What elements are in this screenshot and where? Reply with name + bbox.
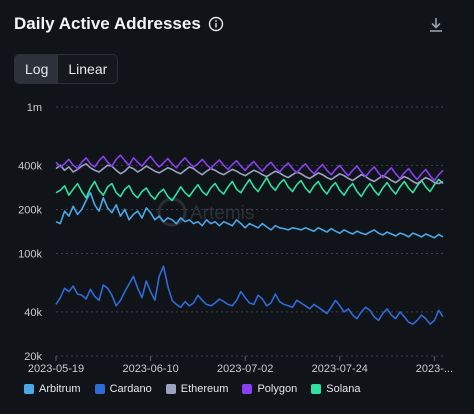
watermark-text: Artemis xyxy=(190,203,254,224)
series-line-ethereum xyxy=(55,163,444,185)
legend-item-solana[interactable]: Solana xyxy=(311,383,361,395)
y-axis: 1m 400k 200k 100k 40k 20k xyxy=(18,102,42,363)
legend-swatch xyxy=(94,384,105,394)
legend-swatch xyxy=(24,384,34,394)
watermark-logo xyxy=(157,197,187,227)
legend-label: Solana xyxy=(326,383,361,395)
legend-item-arbitrum[interactable]: Arbitrum xyxy=(24,383,81,395)
chart-title: Daily Active Addresses xyxy=(14,14,201,33)
legend-item-polygon[interactable]: Polygon xyxy=(242,383,297,395)
x-tick-label: 2023-06-10 xyxy=(122,363,178,375)
x-axis: 2023-05-19 2023-06-10 2023-07-02 2023-07-24… xyxy=(28,356,453,375)
legend-label: Cardano xyxy=(109,383,152,395)
chart-grid xyxy=(56,106,443,357)
series-line-arbitrum xyxy=(55,191,444,239)
legend-swatch xyxy=(165,384,176,394)
watermark: Artemis xyxy=(157,197,254,227)
chart-header: Daily Active Addresses xyxy=(14,14,224,34)
y-tick-label: 20k xyxy=(24,351,42,363)
series-line-cardano xyxy=(55,265,444,325)
y-tick-label: 40k xyxy=(24,307,42,319)
legend-swatch xyxy=(311,384,322,394)
y-tick-label: 1m xyxy=(27,102,42,114)
legend: Arbitrum Cardano Ethereum Polygon Solana xyxy=(24,383,375,395)
x-tick-label: 2023-07-02 xyxy=(217,363,273,375)
log-scale-button[interactable]: Log xyxy=(15,55,59,83)
download-icon[interactable] xyxy=(427,16,445,34)
x-tick-label: 2023-05-19 xyxy=(28,363,84,375)
x-tick-label: 2023-... xyxy=(416,363,453,375)
legend-swatch xyxy=(242,384,253,394)
linear-scale-button[interactable]: Linear xyxy=(68,61,108,77)
series-line-solana xyxy=(55,176,444,202)
legend-label: Arbitrum xyxy=(39,383,81,395)
x-tick-label: 2023-07-24 xyxy=(312,363,368,375)
legend-item-cardano[interactable]: Cardano xyxy=(94,383,152,395)
series-line-polygon xyxy=(55,154,444,182)
legend-label: Polygon xyxy=(257,383,298,395)
scale-toggle: Log Linear xyxy=(14,54,119,84)
legend-item-ethereum[interactable]: Ethereum xyxy=(165,383,229,395)
series-lines xyxy=(55,154,444,325)
y-tick-label: 100k xyxy=(18,249,42,261)
y-tick-label: 200k xyxy=(18,204,42,216)
y-tick-label: 400k xyxy=(18,160,42,172)
legend-label: Ethereum xyxy=(180,383,229,395)
info-icon[interactable] xyxy=(208,16,224,32)
